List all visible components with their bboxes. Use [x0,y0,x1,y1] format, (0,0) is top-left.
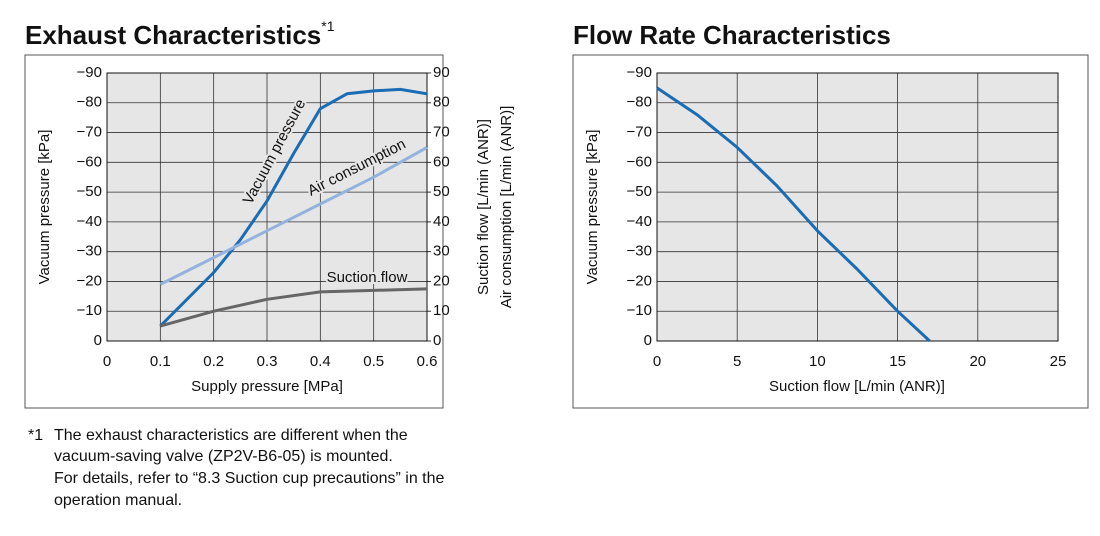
y-tick-label: −10 [77,302,102,319]
footnote-line: The exhaust characteristics are differen… [54,427,408,444]
y2-tick-label: 50 [433,183,450,200]
y-tick-label: −40 [627,213,652,230]
y2-tick-label: 70 [433,124,450,141]
y2-tick-label: 80 [433,94,450,111]
y-axis-label: Vacuum pressure [kPa] [36,130,53,285]
footnote-line: operation manual. [54,492,182,509]
series-line [656,86,931,343]
x-tick-label: 0.2 [203,353,224,370]
y-tick-label: −90 [627,64,652,81]
plot-border [106,72,428,342]
y-tick-label: −70 [77,124,102,141]
y-axis-label: Vacuum pressure [kPa] [584,130,601,285]
y-tick-label: −20 [77,272,102,289]
y-tick-label: 0 [94,332,102,349]
series-line [159,146,428,286]
y2-tick-label: 20 [433,272,450,289]
x-tick-label: 20 [969,353,986,370]
x-tick-label: 0.3 [257,353,278,370]
x-tick-label: 0 [653,353,661,370]
footnote-marker: *1 [28,427,43,444]
x-axis-label: Supply pressure [MPa] [191,378,343,395]
y-tick-label: −80 [77,94,102,111]
y2-axis-label: Air consumption [L/min (ANR)] [498,106,515,309]
plot-border [656,72,1059,342]
y2-tick-label: 10 [433,302,450,319]
x-tick-label: 0 [103,353,111,370]
y2-tick-label: 30 [433,243,450,260]
y2-axis-label: Suction flow [L/min (ANR)] [475,119,492,295]
footnote-line: For details, refer to “8.3 Suction cup p… [54,470,445,487]
y-tick-label: −30 [77,243,102,260]
x-tick-label: 0.6 [417,353,438,370]
y-tick-label: −20 [627,272,652,289]
y2-tick-label: 60 [433,153,450,170]
y-tick-label: −40 [77,213,102,230]
y2-tick-label: 90 [433,64,450,81]
x-tick-label: 5 [733,353,741,370]
y-tick-label: −50 [627,183,652,200]
y-tick-label: −50 [77,183,102,200]
series-label: Suction flow [327,269,408,286]
x-tick-label: 0.4 [310,353,331,370]
x-tick-label: 25 [1050,353,1067,370]
title-mark: *1 [321,18,334,34]
x-tick-label: 15 [889,353,906,370]
plot-area [657,73,1058,341]
x-tick-label: 0.5 [363,353,384,370]
series-line [159,87,428,328]
y-tick-label: 0 [644,332,652,349]
y-tick-label: −30 [627,243,652,260]
y-tick-label: −10 [627,302,652,319]
y2-tick-label: 0 [433,332,441,349]
x-tick-label: 0.1 [150,353,171,370]
title-text: Exhaust Characteristics [25,20,321,50]
footnote-line: vacuum-saving valve (ZP2V-B6-05) is moun… [54,448,393,465]
y-tick-label: −60 [627,153,652,170]
series-line [159,287,428,328]
chart-title: Exhaust Characteristics*1 [25,18,335,50]
y-tick-label: −80 [627,94,652,111]
x-tick-label: 10 [809,353,826,370]
y-tick-label: −90 [77,64,102,81]
y2-tick-label: 40 [433,213,450,230]
y-tick-label: −70 [627,124,652,141]
x-axis-label: Suction flow [L/min (ANR)] [769,378,945,395]
y-tick-label: −60 [77,153,102,170]
chart-title: Flow Rate Characteristics [573,20,891,50]
